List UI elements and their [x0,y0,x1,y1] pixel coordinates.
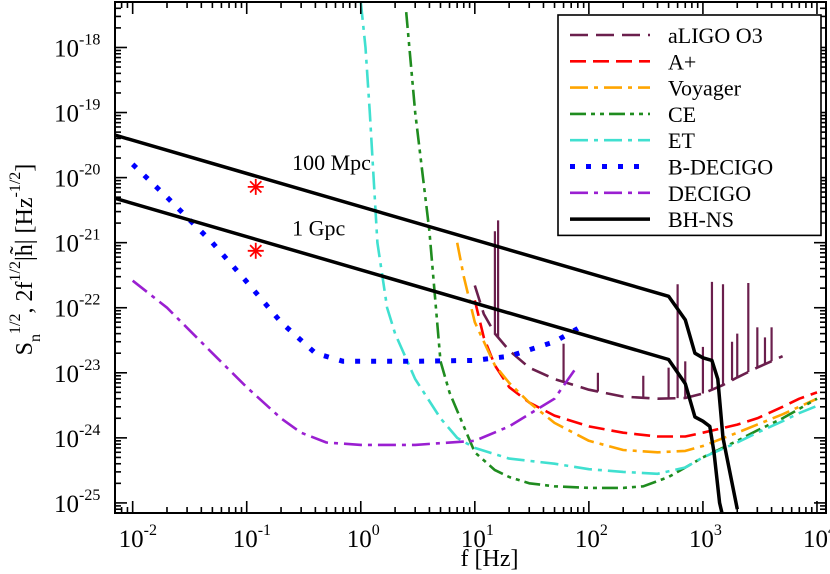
marker-1-gpc [247,242,264,259]
legend-item-ce: CE [570,102,696,127]
legend-item-decigo: DECIGO [570,181,751,206]
annotation-1-gpc: 1 Gpc [292,215,345,240]
x-tick-label: 100 [347,522,380,553]
annotation-100-mpc: 100 Mpc [292,150,371,175]
series-line-bh-ns-1gpc [115,196,724,513]
annotation-layer: 100 Mpc 1 Gpc [292,150,371,240]
legend-label-voyager: Voyager [668,76,742,101]
legend-item-voyager: Voyager [570,76,742,101]
x-axis-label: f [Hz] [461,546,519,572]
series-line-decigo [131,279,579,447]
marker-100-mpc [247,178,264,195]
legend-box [557,14,822,237]
legend-label-bh-ns: BH-NS [668,207,734,232]
series-line-ce [404,11,818,490]
x-tick-label: 10-1 [233,522,271,553]
legend-item-et: ET [570,128,695,153]
series-line-b-decigo [130,162,580,364]
y-tick-label: 10-23 [54,357,100,388]
legend-label-et: ET [668,128,695,153]
legend-label-aligo-o3: aLIGO O3 [668,23,763,48]
x-tick-label: 104 [803,522,830,553]
y-tick-label: 10-25 [54,487,100,518]
legend-label-a: A+ [668,49,696,74]
x-tick-label: 101 [461,522,494,553]
y-tick-label: 10-18 [54,31,100,62]
y-axis-label: Sn1/2, 2f1/2|h̃| [Hz-1/2] [7,164,44,356]
legend-item-b-decigo: B-DECIGO [570,155,773,180]
y-tick-label: 10-21 [54,227,100,258]
legend-item-bh-ns: BH-NS [570,207,734,232]
marker-layer [247,178,264,259]
legend-label-ce: CE [668,102,696,127]
legend-label-b-decigo: B-DECIGO [668,155,773,180]
y-tick-label: 10-20 [54,162,100,193]
series-line-bh-ns [115,133,740,510]
series-layer [115,2,818,513]
x-tick-label: 103 [689,522,722,553]
y-tick-label: 10-24 [54,422,100,453]
legend-item-a: A+ [570,49,696,74]
y-tick-label: 10-19 [54,97,100,128]
x-tick-label: 102 [575,522,608,553]
legend-label-decigo: DECIGO [668,181,751,206]
x-tick-label: 10-2 [119,522,157,553]
y-tick-label: 10-22 [54,292,100,323]
legend-item-aligo-o3: aLIGO O3 [570,23,763,48]
series-line-voyager [455,242,818,454]
axis-labels: 10-2 10-1 100 101 102 103 104 10-25 10-24 10-23 10… [7,31,830,572]
series-line-a [473,299,818,438]
